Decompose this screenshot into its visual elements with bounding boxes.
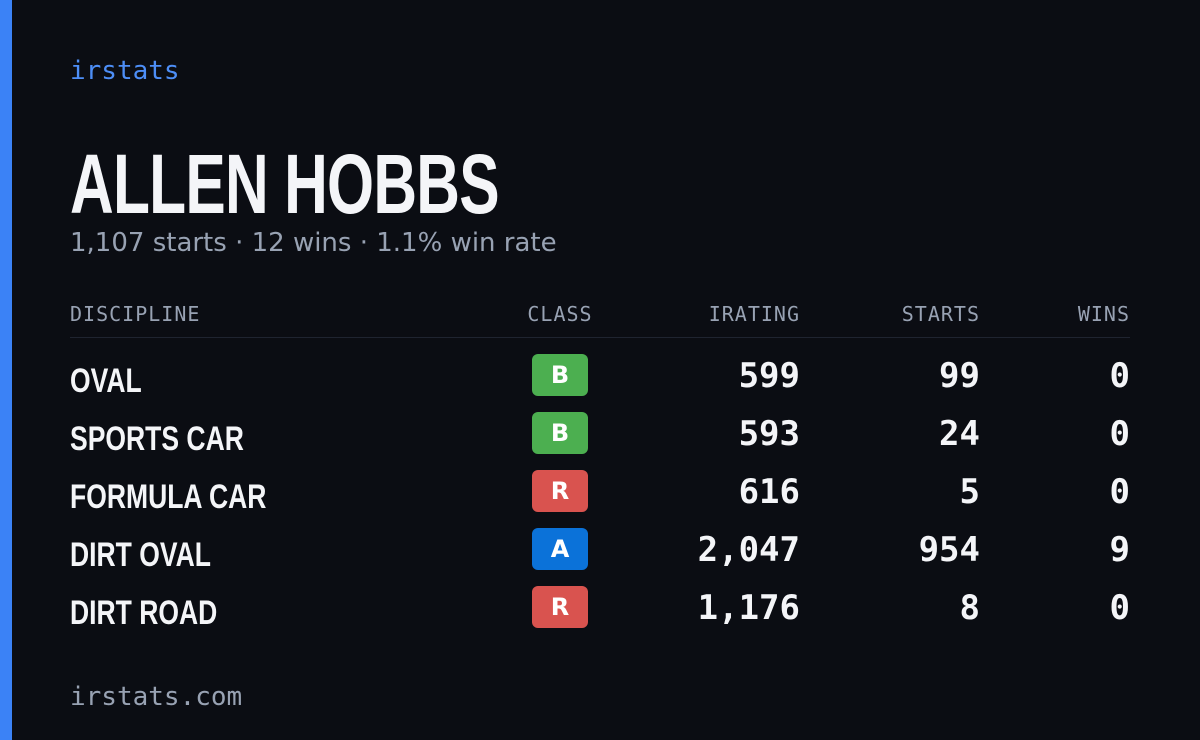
starts: 24: [939, 414, 980, 454]
starts: 954: [918, 530, 980, 570]
wins: 0: [1109, 472, 1130, 512]
driver-summary: 1,107 starts · 12 wins · 1.1% win rate: [70, 228, 557, 258]
irating: 599: [738, 356, 800, 396]
header-rule: [70, 337, 1130, 338]
driver-name: ALLEN HOBBS: [70, 137, 500, 231]
starts: 99: [939, 356, 980, 396]
irating: 2,047: [697, 530, 800, 570]
irating: 616: [738, 472, 800, 512]
discipline: OVAL: [70, 362, 142, 400]
column-header: WINS: [1077, 302, 1130, 326]
wins: 9: [1109, 530, 1130, 570]
discipline: DIRT ROAD: [70, 594, 218, 632]
column-header: CLASS: [527, 302, 593, 326]
discipline: SPORTS CAR: [70, 420, 244, 458]
accent-bar: [0, 0, 12, 740]
class-badge: B: [532, 412, 588, 454]
wins: 0: [1109, 356, 1130, 396]
starts: 8: [959, 588, 980, 628]
column-header: DISCIPLINE: [70, 302, 201, 326]
column-header: IRATING: [708, 302, 800, 326]
discipline: DIRT OVAL: [70, 536, 211, 574]
class-badge: B: [532, 354, 588, 396]
footer: irstats.com: [70, 682, 243, 712]
class-badge: A: [532, 528, 588, 570]
column-header: STARTS: [901, 302, 980, 326]
wins: 0: [1109, 414, 1130, 454]
irating: 593: [738, 414, 800, 454]
class-badge: R: [532, 586, 588, 628]
class-badge: R: [532, 470, 588, 512]
discipline: FORMULA CAR: [70, 478, 267, 516]
wins: 0: [1109, 588, 1130, 628]
starts: 5: [959, 472, 980, 512]
brand: irstats: [70, 56, 180, 86]
irating: 1,176: [697, 588, 800, 628]
